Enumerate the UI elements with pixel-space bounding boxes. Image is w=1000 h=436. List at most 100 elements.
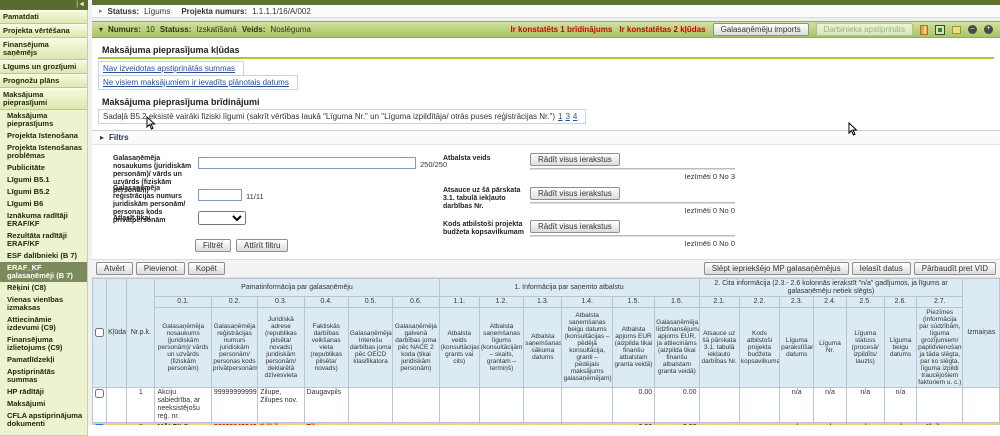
reg-char-counter: 11/11 <box>246 192 264 201</box>
error-link-row: Ne visiem maksājumiem ir ievadīts plānot… <box>98 75 298 90</box>
sidebar-item-esf-dalibnieki[interactable]: ESF dalībnieki (B 7) <box>0 250 87 262</box>
select-all-checkbox-cell <box>93 279 107 388</box>
show-all-records-button-2[interactable]: Rādīt visus ierakstus <box>530 187 620 200</box>
warning-link-4[interactable]: 4 <box>573 112 577 121</box>
expand-arrow-icon[interactable]: ▸ <box>99 7 103 15</box>
sidebar-item-eraf-kf-galasanemeji[interactable]: ERAF_KF galasaņēmēji (B 7) <box>0 262 87 282</box>
table-description-header-row: Galasaņēmēja nosaukums (juridiskām perso… <box>93 307 1000 387</box>
warning-count-badge: Ir konstatēts 1 brīdinājums <box>511 25 613 34</box>
col-num: 0.3. <box>258 297 304 308</box>
sidebar-item-cfla-dokumenti[interactable]: CFLA apstiprinājuma dokumenti <box>0 410 87 430</box>
col-num: 0.5. <box>348 297 392 308</box>
table-group-header-row: Kļūdas Nr.p.k. Pamatinformācija par gala… <box>93 279 1000 297</box>
col-num: 2.1. <box>699 297 739 308</box>
note-icon[interactable] <box>952 26 961 34</box>
sidebar-header: |◄ <box>0 0 88 10</box>
sidebar-item-pamatlidzekli[interactable]: Pamatlīdzekļi <box>0 354 87 366</box>
picker-list-3 <box>530 235 735 237</box>
add-button[interactable]: Pievienot <box>136 262 185 275</box>
load-data-button[interactable]: Ielasīt datus <box>852 262 911 275</box>
expand-all-icon[interactable]: + <box>984 25 993 34</box>
picker-list-2 <box>530 202 735 204</box>
row-checkbox[interactable] <box>95 389 104 398</box>
warning-text: Sadaļā B5.2 eksistē vairāki fiziski līgu… <box>103 112 555 121</box>
show-all-records-button-3[interactable]: Rādīt visus ierakstus <box>530 220 620 233</box>
collapse-arrow-icon[interactable]: ▾ <box>99 25 103 34</box>
col-num: 2.5. <box>846 297 884 308</box>
recipient-reg-input[interactable] <box>198 189 242 201</box>
filter-header[interactable]: ▸ Filtrs <box>92 130 1000 145</box>
sidebar-item-maksajumi[interactable]: Maksājumi <box>0 398 87 410</box>
table-row[interactable]: 1 Akciju sabiedrība, ar neeksistējošu re… <box>93 387 1000 422</box>
sidebar-item-apstiprinatas-summas[interactable]: Apstiprinātās summas <box>0 366 87 386</box>
col-desc: Atbalsta saņemšanas līgums (konsultācijā… <box>479 307 523 387</box>
col-num: 2.3. <box>780 297 814 308</box>
request-number-value: 10 <box>146 25 155 34</box>
col-num: 2.2. <box>739 297 779 308</box>
col-desc: Līguma beigu datums <box>884 307 916 387</box>
sidebar-item-rezultata-raditaji[interactable]: Rezultāta radītāji ERAF/KF <box>0 230 87 250</box>
error-count-badge: Ir konstatētas 2 kļūdas <box>619 25 705 34</box>
open-button[interactable]: Atvērt <box>96 262 133 275</box>
col-num: 0.2. <box>211 297 257 308</box>
col-num: 1.1. <box>439 297 479 308</box>
sidebar-item-finansejuma-izlietojums[interactable]: Finansējuma izlietojums (C9) <box>0 334 87 354</box>
sidebar-item-projekta-istenosana[interactable]: Projekta īstenošana <box>0 130 87 142</box>
sidebar-section-prognozu-plans[interactable]: Prognožu plāns <box>0 74 87 88</box>
sidebar-item-ligumi-b51[interactable]: Līgumi B5.1 <box>0 174 87 186</box>
request-number-label: Numurs: <box>108 25 141 34</box>
sidebar-item-vienas-vienibas[interactable]: Vienas vienības izmaksas <box>0 294 87 314</box>
sidebar-section-maksajuma-pieprasijumi[interactable]: Maksājuma pieprasījumi <box>0 88 87 110</box>
col-desc: Līguma statuss (procesā/ izpildīts/ lauz… <box>846 307 884 387</box>
sidebar-item-hp-raditaji[interactable]: HP rādītāji <box>0 386 87 398</box>
error-link-planned-date[interactable]: Ne visiem maksājumiem ir ievadīts plānot… <box>103 78 289 87</box>
sidebar: |◄ Pamatdati Projekta vērtēšana Finansēj… <box>0 0 88 425</box>
request-status-bar: ▾ Numurs: 10 Statuss: Izskatīšanā Veids:… <box>92 21 1000 38</box>
table-number-header-row: 0.1.0.2.0.3.0.4.0.5.0.6. 1.1.1.2.1.3.1.4… <box>93 297 1000 308</box>
sidebar-item-iznakuma-raditaji[interactable]: Iznākuma radītāji ERAF/KF <box>0 210 87 230</box>
sidebar-item-ligumi-b52[interactable]: Līgumi B5.2 <box>0 186 87 198</box>
sidebar-item-maksajuma-pieprasijums[interactable]: Maksājuma pieprasījums <box>0 110 87 130</box>
clear-filter-button[interactable]: Attīrīt filtru <box>236 239 288 252</box>
select-only-dropdown[interactable] <box>198 211 246 225</box>
filter-button[interactable]: Filtrēt <box>195 239 231 252</box>
recipient-name-input[interactable] <box>198 157 416 169</box>
hide-previous-mp-button[interactable]: Slēpt iepriekšējo MP galasaņēmējus <box>704 262 849 275</box>
group-header-basic-info: Pamatinformācija par galasaņēmēju <box>155 279 439 297</box>
show-all-records-button-1[interactable]: Rādīt visus ierakstus <box>530 153 620 166</box>
col-desc: Galasaņēmēja nosaukums (juridiskām perso… <box>155 307 211 387</box>
filter-title: Filtrs <box>109 133 129 142</box>
col-num: 2.4. <box>814 297 846 308</box>
sidebar-section-sanemejs[interactable]: Finansējuma saņēmējs <box>0 38 87 60</box>
col-num: 1.3. <box>524 297 562 308</box>
table-view-icon[interactable] <box>935 25 945 35</box>
sidebar-section-pamatdati[interactable]: Pamatdati <box>0 10 87 24</box>
sidebar-section-ligums[interactable]: Līgums un grozījumi <box>0 60 87 74</box>
error-link-approved-sums[interactable]: Nav izveidotas apstiprinātās summas <box>103 64 235 73</box>
filter-expand-icon[interactable]: ▸ <box>100 133 104 142</box>
import-recipients-button[interactable]: Galasaņēmēju imports <box>713 23 809 36</box>
collapse-sidebar-icon[interactable]: |◄ <box>76 1 85 8</box>
select-all-checkbox[interactable] <box>95 328 104 337</box>
request-type-label: Veids: <box>242 25 266 34</box>
sidebar-item-rekini[interactable]: Rēķini (C8) <box>0 282 87 294</box>
copy-button[interactable]: Kopēt <box>188 262 225 275</box>
check-vid-button[interactable]: Pārbaudīt pret VID <box>914 262 996 275</box>
col-desc: Kods atbilstoši projekta budžeta kopsavi… <box>739 307 779 387</box>
sidebar-item-ligumi-b6[interactable]: Līgumi B6 <box>0 198 87 210</box>
split-panel-icon[interactable] <box>920 25 928 35</box>
main-panel: ▸ Statuss: Līgums Projekta numurs: 1.1.1… <box>92 0 1000 425</box>
employee-approved-button[interactable]: Darbinieka apstiprināts <box>816 23 913 36</box>
warning-link-3[interactable]: 3 <box>565 112 569 121</box>
sidebar-item-attiecinamie-izdevumi[interactable]: Attiecināmie izdevumi (C9) <box>0 314 87 334</box>
sidebar-item-publicitate[interactable]: Publicitāte <box>0 162 87 174</box>
request-type-value: Noslēguma <box>270 25 310 34</box>
sidebar-section-vertesana[interactable]: Projekta vērtēšana <box>0 24 87 38</box>
collapse-all-icon[interactable]: – <box>968 25 977 34</box>
warning-link-1[interactable]: 1 <box>558 112 562 121</box>
status-value: Līgums <box>144 7 170 16</box>
sidebar-item-istenosanas-problemas[interactable]: Projekta īstenošanas problēmas <box>0 142 87 162</box>
col-num: 2.6. <box>884 297 916 308</box>
budget-code-label: Kods atbilstoši projekta budžeta kopsavi… <box>443 221 525 237</box>
col-num: 1.5. <box>612 297 654 308</box>
